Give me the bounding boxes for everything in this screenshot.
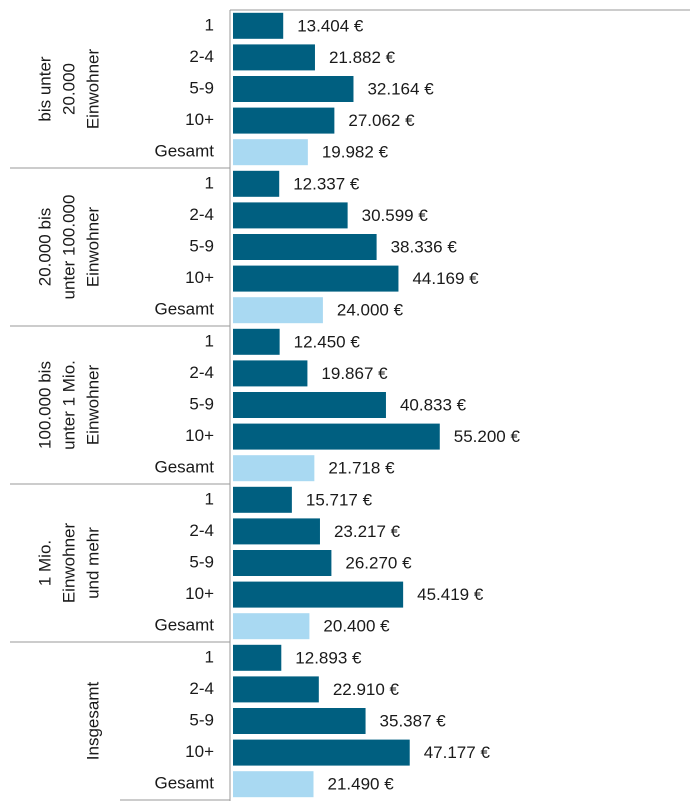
category-label: 1 (205, 15, 214, 34)
category-label: 1 (205, 489, 214, 508)
category-label: 10+ (185, 110, 214, 129)
category-label: 2-4 (189, 47, 214, 66)
category-label: 10+ (185, 742, 214, 761)
group-label: unter 1 Mio. (59, 360, 78, 450)
value-label: 26.270 € (345, 553, 412, 572)
group-label: Einwohner (59, 522, 78, 603)
category-label: 2-4 (189, 679, 214, 698)
category-label: 5-9 (189, 710, 214, 729)
category-label: 2-4 (189, 521, 214, 540)
group-label: Einwohner (83, 206, 102, 287)
value-label: 47.177 € (424, 743, 491, 762)
category-label: 5-9 (189, 236, 214, 255)
category-label: 1 (205, 173, 214, 192)
bar (233, 328, 280, 355)
bar (233, 202, 348, 229)
bar (233, 12, 284, 39)
bar (233, 44, 315, 71)
category-label: 1 (205, 647, 214, 666)
category-label: 10+ (185, 584, 214, 603)
bar (233, 170, 280, 197)
value-label: 15.717 € (306, 490, 373, 509)
value-label: 21.718 € (328, 459, 395, 478)
value-label: 13.404 € (297, 16, 364, 35)
value-label: 22.910 € (333, 680, 400, 699)
bar (233, 234, 377, 260)
value-label: 19.867 € (321, 364, 388, 383)
group-label: 20.000 (59, 63, 78, 115)
group-label: 20.000 bis (35, 208, 54, 286)
value-label: 24.000 € (337, 301, 404, 320)
value-label: 32.164 € (367, 79, 434, 98)
bar (233, 613, 310, 640)
group-label: Insgesamt (83, 682, 102, 761)
value-label: 19.982 € (322, 143, 389, 162)
value-label: 12.893 € (295, 648, 362, 667)
bar (233, 581, 404, 608)
group-label: 100.000 bis (35, 361, 54, 449)
bar (233, 771, 314, 798)
bar (233, 644, 282, 671)
value-label: 44.169 € (412, 269, 479, 288)
category-label: 1 (205, 331, 214, 350)
bar (233, 423, 440, 450)
bar (233, 455, 315, 482)
value-label: 21.882 € (329, 48, 396, 67)
value-label: 40.833 € (400, 395, 467, 414)
category-label: 5-9 (189, 394, 214, 413)
bar (233, 76, 354, 102)
category-label: Gesamt (154, 616, 214, 635)
category-label: Gesamt (154, 458, 214, 477)
category-label: 5-9 (189, 552, 214, 571)
bar (233, 486, 292, 513)
category-label: Gesamt (154, 774, 214, 793)
bar (233, 550, 332, 576)
category-label: 2-4 (189, 363, 214, 382)
category-label: Gesamt (154, 142, 214, 161)
value-label: 21.490 € (327, 775, 394, 794)
group-label: bis unter (35, 56, 54, 122)
value-label: 27.062 € (348, 111, 415, 130)
category-label: 5-9 (189, 78, 214, 97)
value-label: 23.217 € (334, 522, 401, 541)
group-label: und mehr (83, 527, 102, 599)
category-label: Gesamt (154, 300, 214, 319)
bar (233, 139, 308, 166)
group-label: Einwohner (83, 364, 102, 445)
bar (233, 739, 410, 766)
bar (233, 676, 319, 703)
bar (233, 392, 386, 418)
bar (233, 708, 366, 734)
value-label: 30.599 € (362, 206, 429, 225)
bar (233, 360, 308, 387)
category-label: 10+ (185, 268, 214, 287)
value-label: 20.400 € (323, 617, 390, 636)
category-label: 2-4 (189, 205, 214, 224)
category-label: 10+ (185, 426, 214, 445)
bar (233, 297, 323, 324)
group-label: unter 100.000 (59, 195, 78, 300)
bar (233, 518, 320, 545)
value-label: 12.450 € (294, 332, 361, 351)
group-label: 1 Mio. (35, 540, 54, 586)
bar (233, 265, 399, 292)
value-label: 55.200 € (454, 427, 521, 446)
value-label: 35.387 € (380, 711, 447, 730)
value-label: 45.419 € (417, 585, 484, 604)
value-label: 38.336 € (391, 237, 458, 256)
group-label: Einwohner (83, 48, 102, 129)
bar (233, 107, 335, 134)
value-label: 12.337 € (293, 174, 360, 193)
